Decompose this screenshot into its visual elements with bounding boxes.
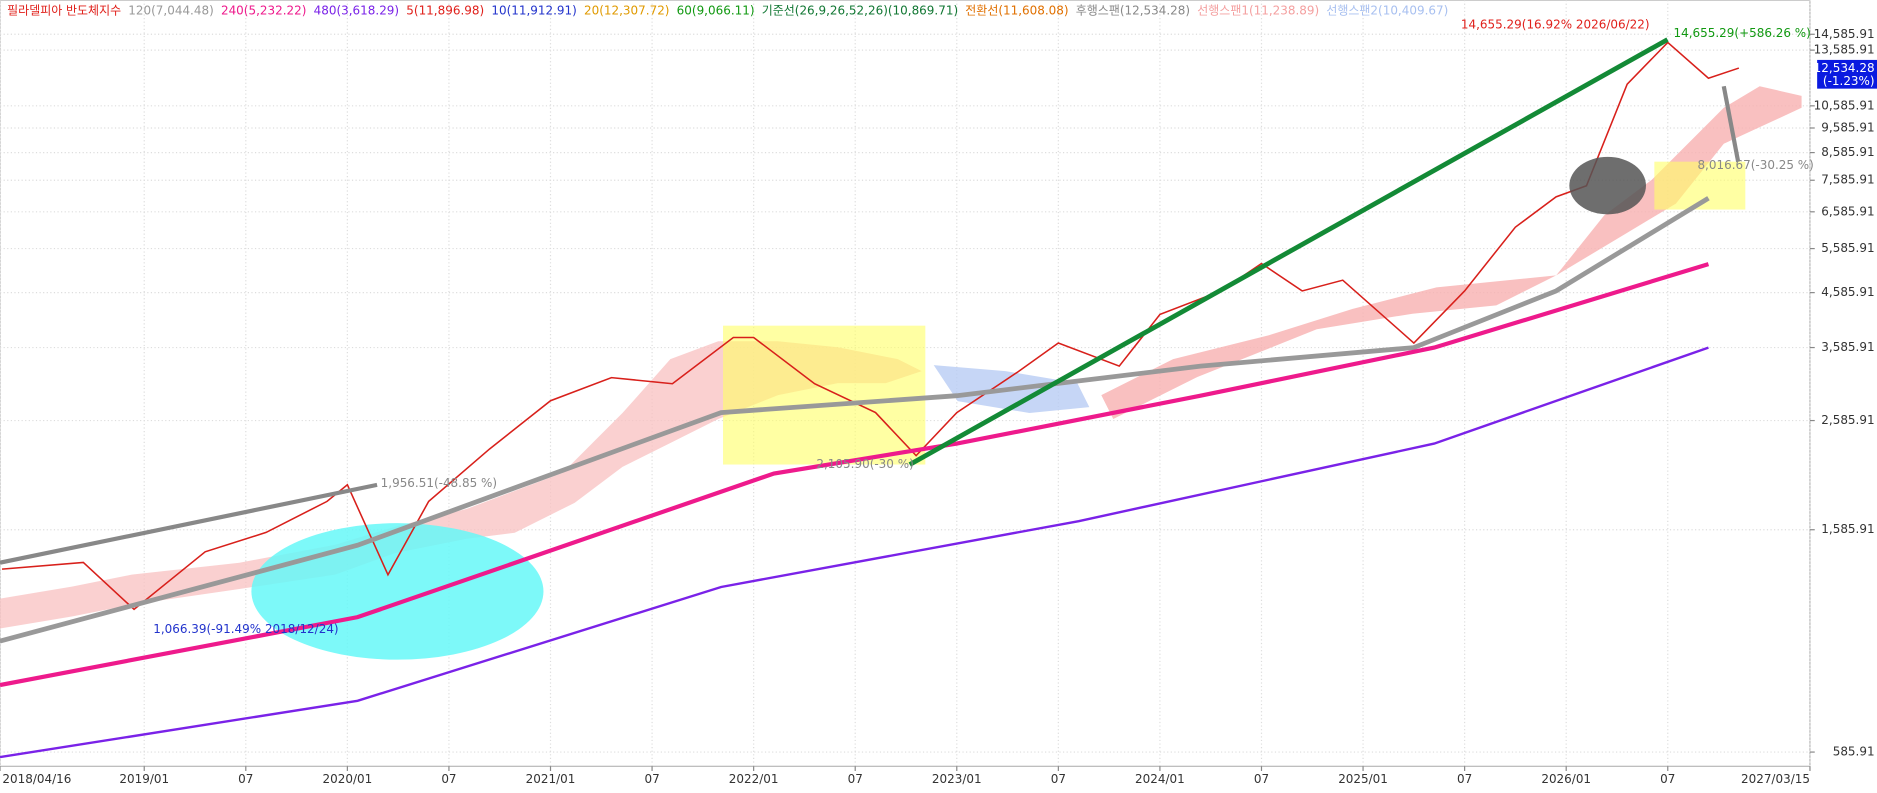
- y-tick-label: 10,585.91: [1814, 98, 1875, 112]
- x-tick-label: 2024/01: [1135, 772, 1185, 786]
- y-tick-label: 6,585.91: [1821, 204, 1874, 218]
- x-tick-label: 2018/04/16: [2, 772, 71, 786]
- trend-line: [0, 482, 378, 565]
- y-tick-label: 9,585.91: [1821, 120, 1874, 134]
- legend-entry: 480(3,618.29): [314, 3, 399, 17]
- y-tick-label: 8,585.91: [1821, 145, 1874, 159]
- trend-line: [1721, 85, 1741, 163]
- annotation: 14,655.29(+586.26 %): [1673, 26, 1810, 40]
- annotation: 8,016.67(-30.25 %): [1697, 158, 1813, 172]
- legend-entry: 후행스팬(12,534.28): [1076, 2, 1190, 17]
- price-tag-value: 12,534.28: [1814, 61, 1875, 75]
- price-tag-change: (-1.23%): [1823, 74, 1875, 88]
- y-tick-label: 4,585.91: [1821, 285, 1874, 299]
- series-group: [0, 41, 1740, 759]
- y-tick-label: 13,585.91: [1814, 43, 1875, 57]
- x-tick-label: 2023/01: [932, 772, 982, 786]
- legend-entry: 20(12,307.72): [584, 3, 669, 17]
- legend-entry: 5(11,896.98): [406, 3, 484, 17]
- x-tick-label: 2021/01: [526, 772, 576, 786]
- x-tick-label: 07: [848, 772, 863, 786]
- y-tick-label: 14,585.91: [1814, 27, 1875, 41]
- highlight-ellipse: [1569, 156, 1646, 215]
- x-tick-label: 2025/01: [1338, 772, 1388, 786]
- legend-entry: 선행스팬1(11,238.89): [1197, 2, 1319, 17]
- ichimoku-cloud: [0, 341, 922, 629]
- annotation: 1,956.51(-48.85 %): [381, 476, 497, 490]
- series-line: [0, 196, 1710, 644]
- x-tick-label: 2026/01: [1541, 772, 1591, 786]
- x-tick-label: 2019/01: [119, 772, 169, 786]
- annotation: 1,066.39(-91.49% 2018/12/24): [153, 622, 338, 636]
- legend-entry: 120(7,044.48): [128, 3, 213, 17]
- y-tick-label: 7,585.91: [1821, 173, 1874, 187]
- x-tick-label: 07: [238, 772, 253, 786]
- x-tick-label: 07: [1051, 772, 1066, 786]
- y-tick-label: 5,585.91: [1821, 241, 1874, 255]
- y-tick-label: 585.91: [1833, 745, 1875, 759]
- annotation: 2,105.90(-30 %): [816, 457, 913, 471]
- x-tick-label: 07: [1660, 772, 1675, 786]
- y-tick-label: 1,585.91: [1821, 522, 1874, 536]
- series-line: [0, 262, 1710, 688]
- price-tag: [1817, 59, 1877, 89]
- annotation: 14,655.29(16.92% 2026/06/22): [1461, 18, 1650, 32]
- series-line: [0, 346, 1709, 759]
- highlight-box: [723, 325, 926, 465]
- y-tick-label: 2,585.91: [1821, 413, 1874, 427]
- series-line: [1, 41, 1740, 611]
- legend-entry: 선행스팬2(10,409.67): [1326, 2, 1448, 17]
- highlight-ellipse: [251, 523, 544, 660]
- x-tick-label: 2022/01: [729, 772, 779, 786]
- ichimoku-cloud: [1101, 86, 1802, 420]
- x-tick-label: 2027/03/15: [1741, 772, 1810, 786]
- legend-entry: 전환선(11,608.08): [965, 3, 1068, 17]
- legend-entry: 10(11,912.91): [491, 3, 576, 17]
- x-tick-label: 07: [1254, 772, 1269, 786]
- legend-entry: 기준선(26,9,26,52,26)(10,869.71): [762, 3, 958, 17]
- legend-entry: 60(9,066.11): [677, 3, 755, 17]
- x-tick-label: 2020/01: [322, 772, 372, 786]
- axes: 14,585.91 13,585.91 10,585.91 9,585.91 8,585…: [0, 27, 1875, 786]
- legend-entry: 240(5,232.22): [221, 3, 306, 17]
- trend-line: [908, 37, 1669, 467]
- legend: 필라델피아 반도체지수 120(7,044.48) 240(5,232.22) 48…: [7, 2, 1448, 17]
- x-tick-label: 07: [441, 772, 456, 786]
- y-tick-label: 3,585.91: [1821, 340, 1874, 354]
- x-tick-label: 07: [644, 772, 659, 786]
- x-tick-label: 07: [1457, 772, 1472, 786]
- legend-title: 필라델피아 반도체지수: [7, 3, 121, 17]
